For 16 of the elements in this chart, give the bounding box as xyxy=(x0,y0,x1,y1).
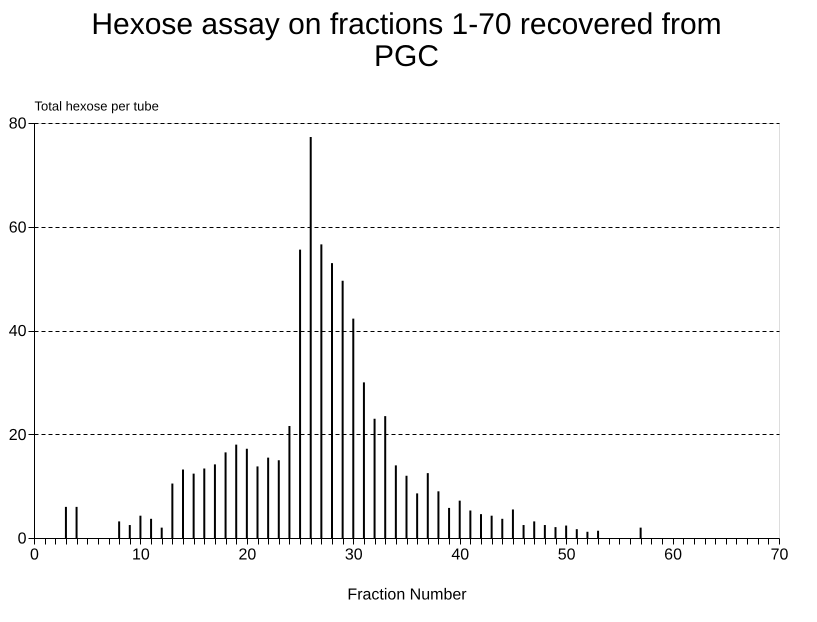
x-tick-label: 40 xyxy=(451,546,470,564)
y-tick-label: 0 xyxy=(18,530,27,548)
x-tick-label: 60 xyxy=(664,546,682,564)
y-tick-label: 40 xyxy=(8,323,27,340)
y-tick-label: 20 xyxy=(8,426,27,444)
y-axis-title: Total hexose per tube xyxy=(34,98,159,114)
y-tick-label: 60 xyxy=(8,219,27,236)
chart-title: Hexose assay on fractions 1-70 recovered from PGC xyxy=(91,8,722,73)
x-tick-label: 10 xyxy=(132,546,150,564)
x-tick-label: 70 xyxy=(770,546,788,564)
x-tick-label: 50 xyxy=(558,546,576,564)
x-axis-title: Fraction Number xyxy=(347,586,468,604)
x-tick-label: 30 xyxy=(344,546,363,564)
x-tick-label: 20 xyxy=(238,546,256,564)
y-tick-label: 80 xyxy=(8,116,27,132)
x-tick-label: 0 xyxy=(30,546,40,564)
